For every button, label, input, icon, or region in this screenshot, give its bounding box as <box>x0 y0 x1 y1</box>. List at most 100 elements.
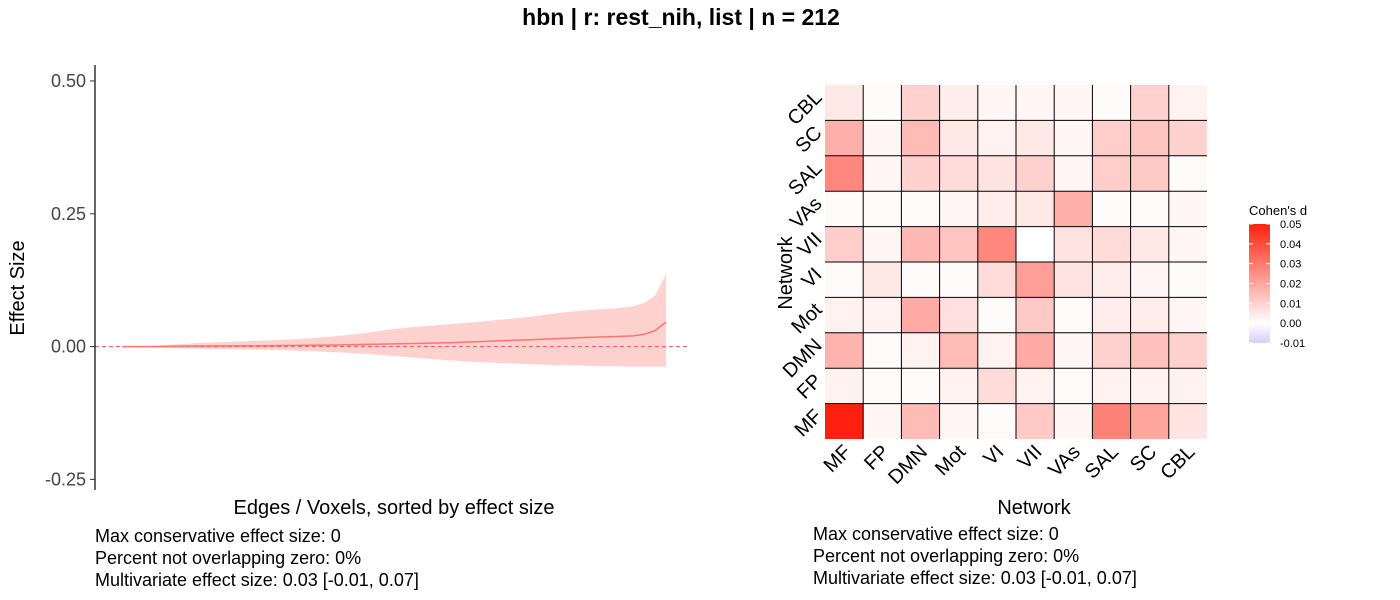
heatmap-cell-mf-vas <box>1054 403 1093 439</box>
heatmap-cell-mf-mf <box>825 403 864 439</box>
heatmap-cell-dmn-dmn <box>901 332 940 369</box>
right-caption: Max conservative effect size: 0 Percent … <box>813 524 1137 588</box>
heatmap-cell-cbl-mf <box>825 85 864 121</box>
heatmap-y-tick-label: CBL <box>783 87 826 130</box>
heatmap-x-tick-label: VAs <box>1044 441 1084 481</box>
heatmap-cell-fp-vi <box>977 368 1016 404</box>
heatmap-cell-vas-vi <box>977 191 1016 227</box>
heatmap-cell-vii-vii <box>1016 226 1055 262</box>
heatmap-cell-sc-sc <box>1130 120 1169 156</box>
heatmap-y-tick-label: DMN <box>779 334 827 382</box>
heatmap-cells <box>825 85 1207 439</box>
heatmap-cell-cbl-fp <box>863 85 902 121</box>
heatmap-cell-fp-mot <box>939 368 978 404</box>
heatmap-cell-sal-mf <box>825 155 864 192</box>
heatmap-cell-dmn-sc <box>1130 332 1169 369</box>
heatmap-cell-vas-vas <box>1054 191 1093 227</box>
y-axis-ticks: 0.50 0.25 0.00 -0.25 <box>45 71 95 489</box>
confidence-band <box>122 274 666 367</box>
heatmap-y-axis-title: Network <box>775 235 797 309</box>
heatmap-cell-vii-cbl <box>1168 226 1207 262</box>
heatmap-x-tick-label: DMN <box>884 441 932 489</box>
heatmap-cell-vas-vii <box>1016 191 1055 227</box>
heatmap-y-tick-label: MF <box>791 405 827 441</box>
heatmap-y-tick-label: VI <box>798 264 827 293</box>
heatmap-cell-vi-mf <box>825 262 864 298</box>
heatmap-cell-mot-mf <box>825 297 864 333</box>
heatmap-cell-sal-sal <box>1092 155 1131 192</box>
heatmap-cell-sc-cbl <box>1168 120 1207 156</box>
heatmap-cell-fp-sc <box>1130 368 1169 404</box>
heatmap-cell-sc-sal <box>1092 120 1131 156</box>
heatmap-cell-mot-sc <box>1130 297 1169 333</box>
heatmap-cell-fp-mf <box>825 368 864 404</box>
heatmap-cell-fp-fp <box>863 368 902 404</box>
heatmap-cell-fp-vas <box>1054 368 1093 404</box>
x-axis-title: Edges / Voxels, sorted by effect size <box>234 497 555 519</box>
heatmap-cell-vii-mf <box>825 226 864 262</box>
heatmap-x-tick-label: CBL <box>1156 441 1199 484</box>
heatmap-cell-dmn-cbl <box>1168 332 1207 369</box>
heatmap-cell-vii-sal <box>1092 226 1131 262</box>
heatmap-cell-vii-mot <box>939 226 978 262</box>
heatmap-cell-vi-cbl <box>1168 262 1207 298</box>
y-axis-title: Effect Size <box>7 240 29 335</box>
heatmap-cell-sal-vii <box>1016 155 1055 192</box>
legend-tick-label: 0.00 <box>1280 318 1301 330</box>
effect-size-panel: 0.50 0.25 0.00 -0.25 Effect Size Edges / Vo… <box>7 65 690 590</box>
heatmap-cell-vas-sc <box>1130 191 1169 227</box>
legend-title: Cohen's d <box>1249 203 1307 218</box>
heatmap-cell-sc-fp <box>863 120 902 156</box>
y-tick-label: 0.00 <box>51 337 86 357</box>
legend-tick-label: 0.04 <box>1280 239 1301 251</box>
legend-colorbar <box>1249 224 1270 343</box>
legend-ticks: 0.05 0.04 0.03 0.02 0.01 0.00 -0.01 <box>1249 219 1305 350</box>
heatmap-cell-mf-fp <box>863 403 902 439</box>
caption-percent-not-overlapping: Percent not overlapping zero: 0% <box>95 548 361 568</box>
heatmap-caption-percent-not-overlapping: Percent not overlapping zero: 0% <box>813 546 1079 566</box>
legend-tick-label: 0.03 <box>1280 259 1301 271</box>
legend-tick-label: -0.01 <box>1280 338 1305 350</box>
heatmap-cell-sal-fp <box>863 155 902 192</box>
heatmap-cell-vii-vas <box>1054 226 1093 262</box>
heatmap-cell-fp-sal <box>1092 368 1131 404</box>
heatmap-cell-cbl-cbl <box>1168 85 1207 121</box>
heatmap-cell-vas-sal <box>1092 191 1131 227</box>
heatmap-caption-max-conservative: Max conservative effect size: 0 <box>813 524 1059 544</box>
heatmap-cell-mot-vi <box>977 297 1016 333</box>
heatmap-cell-vi-mot <box>939 262 978 298</box>
heatmap-cell-mf-sal <box>1092 403 1131 439</box>
heatmap-cell-vas-fp <box>863 191 902 227</box>
heatmap-y-tick-label: SAL <box>784 157 826 199</box>
heatmap-cell-sal-dmn <box>901 155 940 192</box>
heatmap-cell-mot-fp <box>863 297 902 333</box>
heatmap-cell-cbl-sc <box>1130 85 1169 121</box>
heatmap-cell-vas-mf <box>825 191 864 227</box>
heatmap-cell-sc-vi <box>977 120 1016 156</box>
heatmap-cell-mot-vas <box>1054 297 1093 333</box>
heatmap-cell-sal-cbl <box>1168 155 1207 192</box>
heatmap-x-tick-label: SC <box>1126 441 1161 476</box>
heatmap-cell-dmn-vii <box>1016 332 1055 369</box>
heatmap-cell-cbl-vi <box>977 85 1016 121</box>
y-tick-label: -0.25 <box>45 469 86 489</box>
heatmap-cell-cbl-vas <box>1054 85 1093 121</box>
heatmap-cell-cbl-vii <box>1016 85 1055 121</box>
heatmap-cell-vii-dmn <box>901 226 940 262</box>
heatmap-cell-cbl-mot <box>939 85 978 121</box>
heatmap-cell-fp-vii <box>1016 368 1055 404</box>
heatmap-cell-dmn-mf <box>825 332 864 369</box>
heatmap-cell-dmn-fp <box>863 332 902 369</box>
heatmap-x-tick-label: SAL <box>1081 441 1123 483</box>
heatmap-cell-dmn-mot <box>939 332 978 369</box>
heatmap-cell-sal-sc <box>1130 155 1169 192</box>
heatmap-cell-mf-vii <box>1016 403 1055 439</box>
heatmap-caption-multivariate: Multivariate effect size: 0.03 [-0.01, 0… <box>813 568 1137 588</box>
heatmap-cell-sc-vii <box>1016 120 1055 156</box>
heatmap-cell-mf-sc <box>1130 403 1169 439</box>
heatmap-cell-mot-sal <box>1092 297 1131 333</box>
heatmap-cell-sc-mot <box>939 120 978 156</box>
